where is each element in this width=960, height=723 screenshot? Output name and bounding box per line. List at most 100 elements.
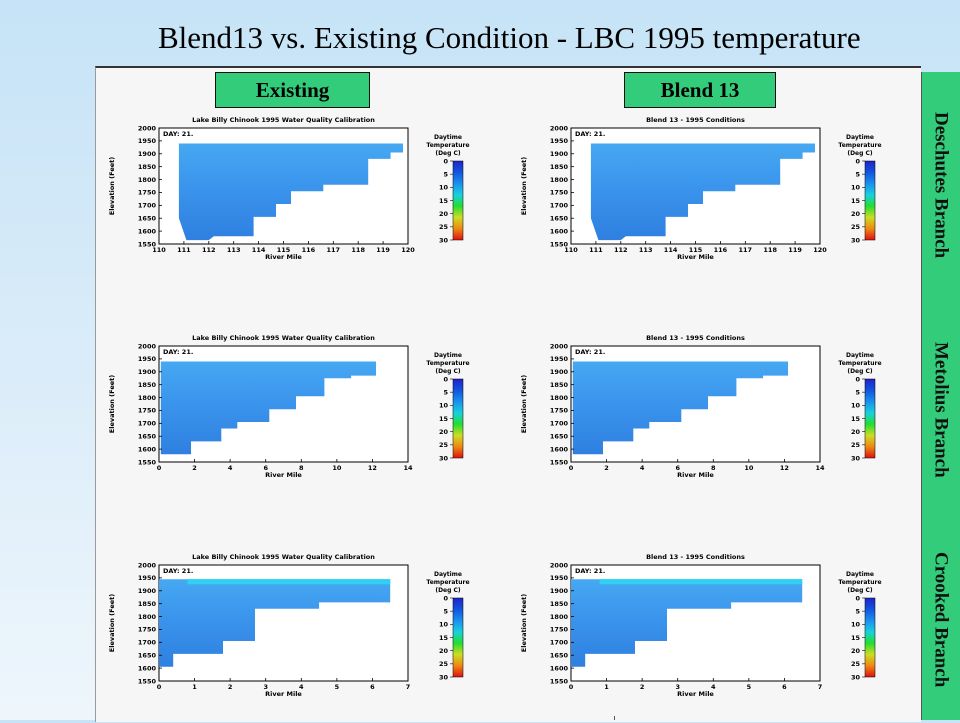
x-tick-label: 113 <box>639 246 653 254</box>
water-temperature-section <box>178 143 403 241</box>
y-tick-label: 1650 <box>138 652 157 660</box>
y-tick-label: 1550 <box>138 677 157 685</box>
colorbar-tick-label: 5 <box>443 170 448 178</box>
x-tick-label: 7 <box>406 683 411 691</box>
x-tick-label: 113 <box>227 246 241 254</box>
x-tick-label: 12 <box>780 464 789 472</box>
y-tick-label: 1700 <box>550 202 569 210</box>
deschutes-existing-chart: Lake Billy Chinook 1995 Water Quality Ca… <box>108 116 470 261</box>
chart-title: Lake Billy Chinook 1995 Water Quality Ca… <box>192 116 375 124</box>
colorbar-title: Daytime <box>846 134 874 141</box>
colorbar-tick-label: 0 <box>855 375 860 383</box>
x-tick-label: 111 <box>177 246 191 254</box>
y-tick-label: 1700 <box>550 420 569 428</box>
colorbar-tick-label: 25 <box>851 660 861 668</box>
x-axis-label: River Mile <box>265 471 302 479</box>
stray-mark <box>614 716 615 720</box>
y-tick-label: 1800 <box>138 394 157 402</box>
x-tick-label: 115 <box>689 246 703 254</box>
day-label: DAY: 21. <box>163 130 193 138</box>
y-tick-label: 2000 <box>550 342 569 350</box>
colorbar-tick-label: 25 <box>851 441 861 449</box>
colorbar-title: (Deg C) <box>847 587 873 594</box>
chart-title: Blend 13 - 1995 Conditions <box>646 116 745 124</box>
y-tick-label: 2000 <box>138 342 157 350</box>
y-tick-label: 1850 <box>138 600 157 608</box>
colorbar-title: Daytime <box>434 134 462 141</box>
colorbar-tick-label: 20 <box>439 428 449 436</box>
day-label: DAY: 21. <box>575 567 605 575</box>
y-axis-label: Elevation (Feet) <box>108 157 116 215</box>
blend13-header: Blend 13 <box>624 72 776 108</box>
y-tick-label: 1800 <box>550 176 569 184</box>
x-tick-label: 112 <box>202 246 216 254</box>
x-tick-label: 119 <box>376 246 390 254</box>
y-tick-label: 1850 <box>550 163 569 171</box>
x-tick-label: 6 <box>675 464 680 472</box>
y-tick-label: 1550 <box>550 677 569 685</box>
crooked-branch-label: Crooked Branch <box>930 552 952 688</box>
x-tick-label: 111 <box>589 246 603 254</box>
x-tick-label: 5 <box>335 683 340 691</box>
y-tick-label: 1750 <box>138 407 157 415</box>
x-tick-label: 6 <box>782 683 787 691</box>
y-tick-label: 1550 <box>550 458 569 466</box>
colorbar-title: (Deg C) <box>435 368 461 375</box>
x-tick-label: 110 <box>152 246 166 254</box>
colorbar-title: Temperature <box>838 579 881 586</box>
day-label: DAY: 21. <box>163 348 193 356</box>
x-tick-label: 12 <box>368 464 377 472</box>
x-tick-label: 2 <box>228 683 233 691</box>
water-temperature-section <box>590 143 815 241</box>
x-tick-label: 2 <box>192 464 197 472</box>
colorbar-tick-label: 15 <box>439 197 449 205</box>
y-tick-label: 1650 <box>550 215 569 223</box>
x-tick-label: 4 <box>711 683 716 691</box>
x-tick-label: 118 <box>351 246 365 254</box>
chart-title: Lake Billy Chinook 1995 Water Quality Ca… <box>192 553 375 561</box>
colorbar-tick-label: 25 <box>439 441 449 449</box>
x-tick-label: 120 <box>401 246 415 254</box>
colorbar-tick-label: 0 <box>443 375 448 383</box>
deschutes-branch-label: Deschutes Branch <box>930 111 952 259</box>
x-axis-label: River Mile <box>265 690 302 698</box>
colorbar-title: Daytime <box>846 352 874 359</box>
x-tick-label: 4 <box>640 464 645 472</box>
colorbar-tick-label: 30 <box>851 236 861 244</box>
x-tick-label: 7 <box>818 683 823 691</box>
temperature-colorbar <box>864 597 876 678</box>
y-tick-label: 1600 <box>138 445 157 453</box>
colorbar-tick-label: 10 <box>851 184 861 192</box>
warm-surface-layer <box>187 579 391 585</box>
y-tick-label: 1750 <box>138 189 157 197</box>
temperature-colorbar <box>452 378 464 459</box>
x-tick-label: 6 <box>370 683 375 691</box>
branch-sidebar <box>921 72 960 720</box>
colorbar-tick-label: 20 <box>439 647 449 655</box>
colorbar-tick-label: 5 <box>855 388 860 396</box>
y-tick-label: 1900 <box>550 150 569 158</box>
y-tick-label: 1800 <box>138 613 157 621</box>
colorbar-title: Daytime <box>434 352 462 359</box>
y-tick-label: 1900 <box>138 150 157 158</box>
colorbar-tick-label: 15 <box>851 415 861 423</box>
colorbar-title: Temperature <box>426 142 469 149</box>
y-tick-label: 1700 <box>138 639 157 647</box>
chart-title: Lake Billy Chinook 1995 Water Quality Ca… <box>192 334 375 342</box>
colorbar-tick-label: 0 <box>443 594 448 602</box>
y-axis-label: Elevation (Feet) <box>520 157 528 215</box>
x-tick-label: 0 <box>569 683 574 691</box>
y-tick-label: 1750 <box>550 626 569 634</box>
y-tick-label: 1600 <box>550 664 569 672</box>
colorbar-title: Daytime <box>434 571 462 578</box>
colorbar-tick-label: 15 <box>439 415 449 423</box>
colorbar-title: Temperature <box>426 360 469 367</box>
slide-title: Blend13 vs. Existing Condition - LBC 199… <box>158 20 861 55</box>
y-tick-label: 1950 <box>138 137 157 145</box>
colorbar-tick-label: 30 <box>439 236 449 244</box>
y-tick-label: 2000 <box>138 124 157 132</box>
y-tick-label: 1850 <box>550 600 569 608</box>
x-tick-label: 118 <box>763 246 777 254</box>
y-tick-label: 1600 <box>138 664 157 672</box>
colorbar-tick-label: 0 <box>855 594 860 602</box>
